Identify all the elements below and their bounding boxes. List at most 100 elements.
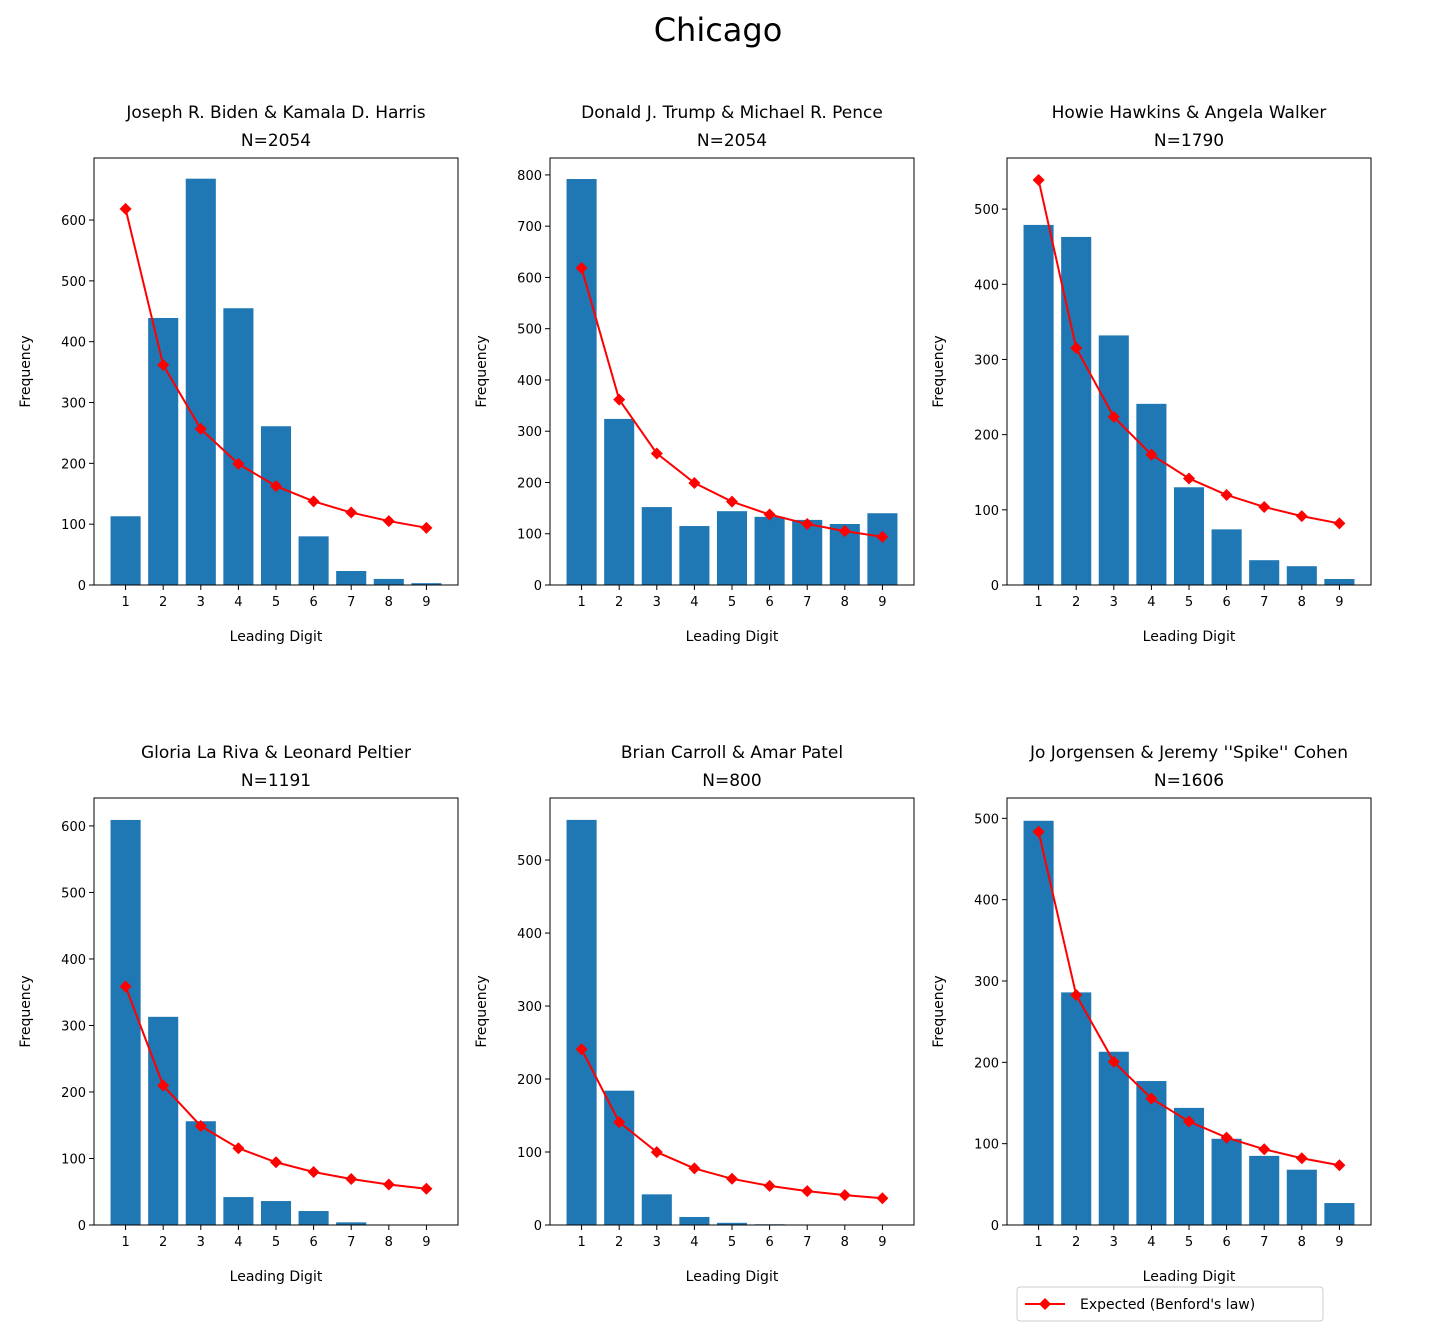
y-tick-label: 500 — [974, 203, 999, 218]
x-tick-label: 1 — [577, 595, 585, 610]
expected-marker-8 — [382, 515, 395, 528]
y-tick-label: 300 — [61, 1019, 86, 1034]
expected-marker-3 — [1107, 410, 1120, 423]
bar-digit-8 — [1286, 566, 1317, 585]
expected-marker-9 — [1333, 517, 1346, 530]
y-tick-label: 400 — [974, 894, 999, 909]
y-tick-label: 600 — [61, 820, 86, 835]
legend-label: Expected (Benford's law) — [1080, 1297, 1255, 1313]
x-tick-label: 3 — [1110, 595, 1118, 610]
x-tick-label: 9 — [422, 1235, 430, 1250]
y-tick-label: 300 — [517, 1000, 542, 1015]
subplot-subtitle: N=1606 — [1154, 771, 1224, 791]
subplot-5: Brian Carroll & Amar Patel N=800 1 2 3 4 5 6 7 8 9… — [474, 743, 915, 1285]
x-tick-label: 8 — [1298, 595, 1306, 610]
x-tick-label: 7 — [1260, 595, 1268, 610]
x-tick-label: 3 — [1110, 1235, 1118, 1250]
bar-digit-4 — [679, 526, 710, 585]
y-tick-label: 100 — [974, 1138, 999, 1153]
expected-marker-3 — [194, 1120, 207, 1133]
legend-diamond-marker — [1039, 1298, 1051, 1310]
bar-digit-5 — [260, 1201, 292, 1225]
subplot-title: Brian Carroll & Amar Patel — [621, 743, 843, 763]
expected-marker-9 — [1333, 1159, 1346, 1172]
bar-digit-4 — [223, 308, 254, 585]
expected-marker-1 — [575, 262, 588, 275]
x-tick-label: 7 — [347, 595, 355, 610]
y-axis-label: Frequency — [931, 975, 947, 1047]
figure-title: Chicago — [654, 11, 783, 49]
subplot-subtitle: N=1790 — [1154, 131, 1224, 151]
expected-marker-2 — [157, 1079, 170, 1092]
y-tick-label: 400 — [517, 927, 542, 942]
y-tick-label: 400 — [517, 374, 542, 389]
x-tick-label: 7 — [803, 595, 811, 610]
y-axis-label: Frequency — [18, 975, 34, 1047]
expected-marker-1 — [575, 1043, 588, 1056]
bar-digit-9 — [867, 513, 898, 585]
expected-marker-1 — [1032, 173, 1045, 186]
expected-marker-8 — [1295, 1152, 1308, 1165]
x-tick-label: 5 — [272, 595, 280, 610]
subplot-4: Gloria La Riva & Leonard Peltier N=1191 1 2… — [18, 743, 459, 1285]
x-tick-label: 3 — [653, 595, 661, 610]
bar-digit-6 — [1211, 529, 1242, 585]
expected-marker-5 — [270, 1156, 282, 1169]
bar-digit-2 — [1061, 236, 1092, 585]
y-tick-label: 400 — [61, 336, 86, 351]
expected-marker-2 — [1070, 342, 1083, 355]
expected-marker-4 — [232, 457, 245, 470]
legend: Expected (Benford's law) — [1016, 1286, 1324, 1322]
expected-marker-6 — [307, 495, 320, 508]
x-tick-label: 9 — [878, 595, 886, 610]
bar-digit-7 — [792, 519, 823, 585]
x-tick-label: 5 — [1185, 1235, 1193, 1250]
subplot-title: Gloria La Riva & Leonard Peltier — [141, 743, 411, 763]
y-tick-label: 500 — [517, 323, 542, 338]
bar-digit-7 — [336, 571, 367, 585]
y-tick-label: 200 — [517, 476, 542, 491]
expected-marker-9 — [420, 521, 433, 534]
expected-marker-2 — [613, 1116, 626, 1129]
expected-marker-9 — [420, 1182, 433, 1195]
bar-digit-2 — [604, 418, 635, 585]
bar-digit-2 — [604, 1090, 635, 1225]
x-tick-label: 7 — [1260, 1235, 1268, 1250]
y-tick-label: 500 — [61, 275, 86, 290]
x-tick-label: 7 — [347, 1235, 355, 1250]
x-tick-label: 8 — [385, 1235, 393, 1250]
bar-digit-8 — [373, 578, 404, 585]
expected-marker-4 — [232, 1142, 245, 1155]
y-tick-label: 200 — [61, 1086, 86, 1101]
bar-digit-5 — [260, 426, 292, 585]
x-tick-label: 2 — [159, 595, 167, 610]
x-tick-label: 4 — [234, 595, 242, 610]
expected-marker-2 — [157, 358, 170, 371]
x-tick-label: 8 — [385, 595, 393, 610]
bar-digit-6 — [298, 1211, 329, 1225]
y-axis-label: Frequency — [18, 335, 34, 407]
subplot-subtitle: N=2054 — [241, 131, 311, 151]
bar-digit-1 — [566, 819, 597, 1225]
x-tick-label: 1 — [1034, 1235, 1042, 1250]
x-tick-label: 4 — [690, 1235, 698, 1250]
bar-digit-8 — [1286, 1169, 1317, 1225]
y-tick-label: 500 — [517, 854, 542, 869]
bar-digit-3 — [641, 507, 672, 585]
y-axis-label: Frequency — [931, 335, 947, 407]
bar-digit-7 — [1249, 560, 1280, 585]
expected-marker-3 — [650, 447, 663, 460]
y-tick-label: 700 — [517, 220, 542, 235]
bar-digit-4 — [223, 1197, 254, 1225]
y-tick-label: 300 — [517, 425, 542, 440]
expected-marker-7 — [801, 1185, 814, 1198]
y-tick-label: 300 — [974, 353, 999, 368]
x-tick-label: 4 — [234, 1235, 242, 1250]
subplot-subtitle: N=1191 — [241, 771, 311, 791]
expected-marker-9 — [876, 1192, 889, 1205]
y-tick-label: 100 — [517, 528, 542, 543]
expected-marker-3 — [194, 422, 207, 435]
y-tick-label: 100 — [61, 1152, 86, 1167]
y-tick-label: 400 — [974, 278, 999, 293]
subplot-title: Joseph R. Biden & Kamala D. Harris — [125, 103, 425, 123]
